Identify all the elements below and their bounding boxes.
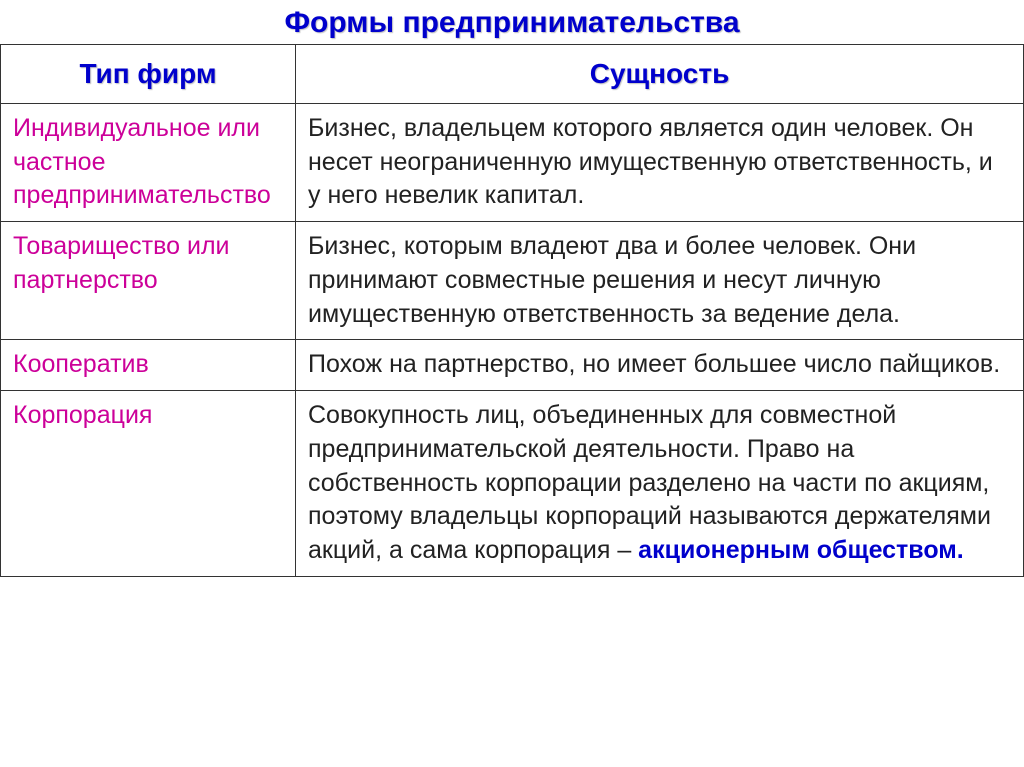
table-row: Индивидуальное или частное предпринимате… xyxy=(1,103,1024,221)
type-cell: Кооператив xyxy=(1,340,296,391)
type-cell: Товарищество или партнерство xyxy=(1,222,296,340)
essence-cell: Совокупность лиц, объединенных для совме… xyxy=(296,391,1024,577)
essence-cell: Похож на партнерство, но имеет большее ч… xyxy=(296,340,1024,391)
forms-table: Тип фирм Сущность Индивидуальное или час… xyxy=(0,44,1024,577)
header-type: Тип фирм xyxy=(1,45,296,104)
table-row: Товарищество или партнерство Бизнес, кот… xyxy=(1,222,1024,340)
essence-cell: Бизнес, владельцем которого является оди… xyxy=(296,103,1024,221)
essence-cell: Бизнес, которым владеют два и более чело… xyxy=(296,222,1024,340)
type-cell: Корпорация xyxy=(1,391,296,577)
table-header-row: Тип фирм Сущность xyxy=(1,45,1024,104)
essence-highlight: акционерным обществом. xyxy=(638,536,964,564)
page-title: Формы предпринимательства xyxy=(0,0,1024,44)
header-essence: Сущность xyxy=(296,45,1024,104)
table-row: Корпорация Совокупность лиц, объединенны… xyxy=(1,391,1024,577)
document-container: Формы предпринимательства Тип фирм Сущно… xyxy=(0,0,1024,577)
table-row: Кооператив Похож на партнерство, но имее… xyxy=(1,340,1024,391)
type-cell: Индивидуальное или частное предпринимате… xyxy=(1,103,296,221)
